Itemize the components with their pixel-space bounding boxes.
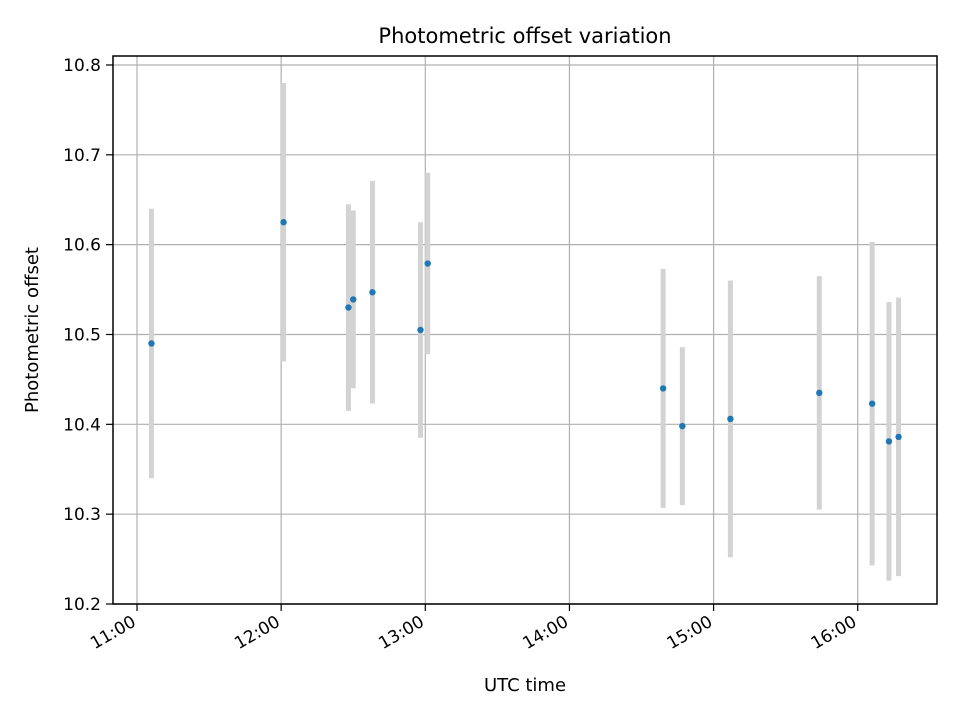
data-point <box>417 326 424 334</box>
data-point <box>350 296 357 303</box>
data-point <box>816 389 823 397</box>
data-point <box>868 400 876 407</box>
data-point <box>148 340 155 347</box>
data-point <box>679 422 686 430</box>
y-tick-label: 10.8 <box>63 56 101 76</box>
data-point <box>424 260 431 267</box>
y-axis-ticks: 10.2 10.3 10.4 10.5 10.6 10.7 10.8 <box>63 56 113 615</box>
x-axis-label: UTC time <box>484 675 566 696</box>
data-point <box>659 385 667 392</box>
data-point <box>885 438 893 445</box>
y-tick-label: 10.4 <box>63 415 101 435</box>
data-point <box>345 304 352 311</box>
data-points <box>148 218 902 445</box>
y-tick-label: 10.3 <box>63 505 101 525</box>
y-tick-label: 10.5 <box>63 325 101 345</box>
y-tick-label: 10.2 <box>63 595 101 615</box>
data-point <box>280 218 287 226</box>
y-tick-label: 10.7 <box>63 146 101 166</box>
chart-title: Photometric offset variation <box>378 24 671 48</box>
grid-lines <box>113 56 937 605</box>
data-point <box>727 415 734 423</box>
y-axis-label: Photometric offset <box>22 247 43 413</box>
data-point <box>369 289 376 296</box>
y-tick-label: 10.6 <box>63 236 101 256</box>
data-point <box>895 433 902 441</box>
plot-frame <box>112 55 938 605</box>
